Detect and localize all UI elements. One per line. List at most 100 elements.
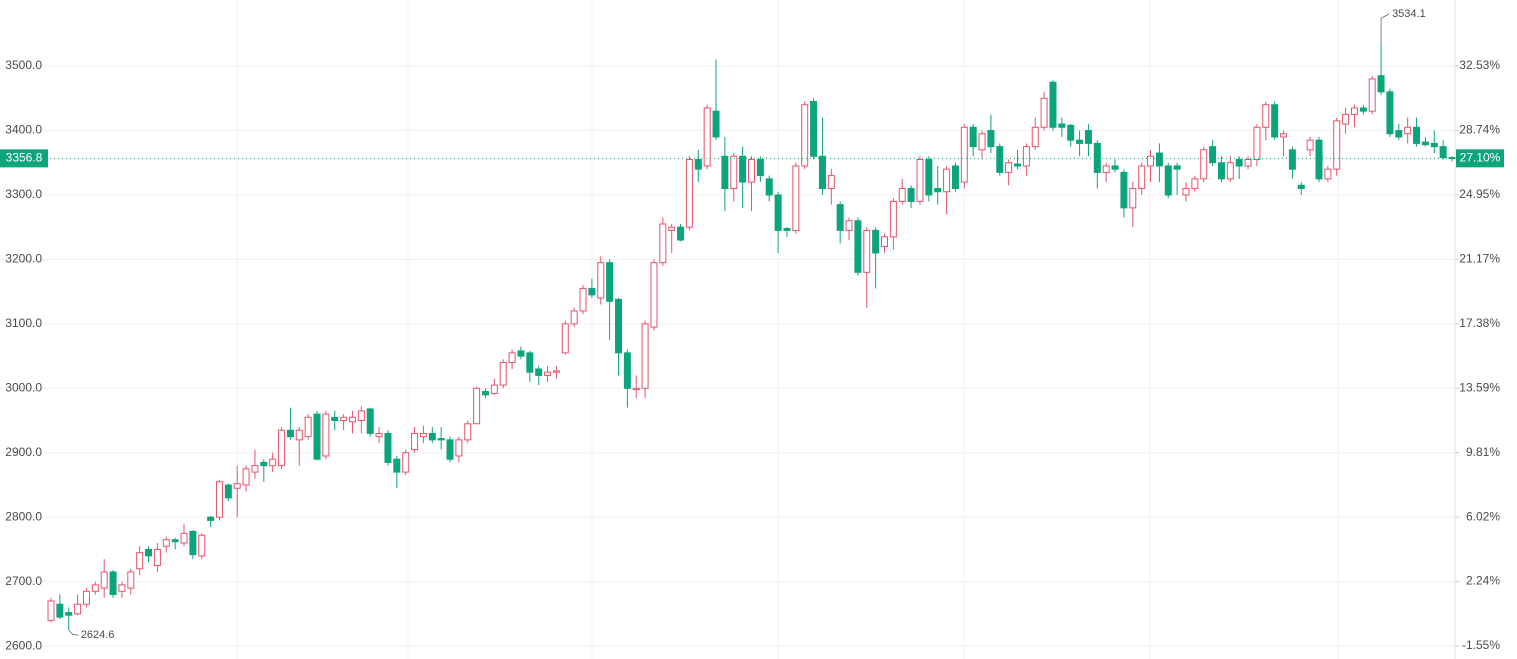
high-leader <box>1380 13 1390 45</box>
candle-body <box>623 352 631 389</box>
candle-body <box>1138 165 1146 190</box>
candle-body <box>145 548 153 557</box>
y2-tick-label: 13.59% <box>1459 380 1500 394</box>
candle-body <box>1182 188 1190 196</box>
candle-body <box>340 416 348 422</box>
candle-body <box>1084 130 1092 144</box>
candle-body <box>1315 139 1323 180</box>
y-tick-label: 3300.0 <box>5 187 42 201</box>
candle-body <box>65 612 73 616</box>
candle-body <box>207 516 215 521</box>
candle-body <box>969 126 977 148</box>
candle-body <box>1262 104 1270 128</box>
candle-body <box>127 571 135 589</box>
y-tick-label: 2800.0 <box>5 509 42 523</box>
candle-body <box>801 104 809 167</box>
candle-body <box>481 391 489 396</box>
candle-body <box>694 159 702 170</box>
candle-body <box>1430 142 1438 148</box>
candle-body <box>180 532 188 544</box>
candle-body <box>304 416 312 438</box>
candle-body <box>650 262 658 328</box>
candle-body <box>375 432 383 438</box>
candle-body <box>1102 165 1110 173</box>
candle-body <box>1413 126 1421 144</box>
candle-body <box>703 107 711 167</box>
y2-tick-label: 2.24% <box>1466 574 1500 588</box>
candle-body <box>748 159 755 183</box>
candle-body <box>1368 78 1376 112</box>
last-price-badge <box>0 149 48 168</box>
candle-body <box>570 310 578 325</box>
y-tick-label: 3100.0 <box>5 316 42 330</box>
candle-body <box>1350 107 1358 115</box>
candle-body <box>659 223 667 264</box>
candle-body <box>1217 162 1225 180</box>
candle-body <box>295 429 303 441</box>
candle-body <box>668 226 676 231</box>
candle-body <box>872 229 880 254</box>
candle-body <box>1324 168 1332 180</box>
candle-body <box>1067 124 1075 141</box>
candle-body <box>934 188 942 193</box>
candle-body <box>712 110 720 138</box>
candle-body <box>951 165 959 190</box>
candle-body <box>331 416 339 422</box>
candle-body <box>109 571 117 596</box>
candle-body <box>1191 178 1199 190</box>
candle-body <box>792 165 800 231</box>
candle-body <box>82 590 90 605</box>
candle-body <box>251 465 259 473</box>
y-tick-label: 2900.0 <box>5 445 42 459</box>
candle-body <box>313 413 321 460</box>
candle-body <box>827 175 835 190</box>
candle-body <box>677 226 685 241</box>
candle-body <box>508 352 516 364</box>
candle-body <box>783 227 791 231</box>
last-price-label: 3356.8 <box>6 151 43 165</box>
candle-body <box>535 368 543 376</box>
candle-body <box>393 458 401 473</box>
candle-body <box>588 287 596 296</box>
candle-body <box>925 159 933 196</box>
y2-tick-label: 32.53% <box>1459 58 1500 72</box>
candle-body <box>1226 162 1234 180</box>
y2-tick-label: 6.02% <box>1466 509 1500 523</box>
candle-body <box>100 571 108 589</box>
candle-body <box>517 350 525 357</box>
candle-body <box>978 133 986 151</box>
candles <box>47 44 1456 631</box>
candle-body <box>473 387 481 425</box>
candle-body <box>1244 159 1252 167</box>
y-tick-label: 2600.0 <box>5 638 42 652</box>
candle-body <box>765 178 773 196</box>
candle-body <box>233 483 241 489</box>
candle-body <box>490 384 498 394</box>
candle-body <box>278 429 286 467</box>
candle-body <box>136 552 144 570</box>
candle-body <box>1093 142 1101 173</box>
candle-body <box>1271 104 1279 138</box>
candle-body <box>544 371 552 376</box>
candle-body <box>810 101 818 157</box>
candle-body <box>614 298 622 354</box>
candle-body <box>1377 75 1385 93</box>
y-tick-label: 3500.0 <box>5 58 42 72</box>
y-tick-label: 2700.0 <box>5 574 42 588</box>
candle-body <box>756 159 764 177</box>
candle-body <box>1022 146 1030 167</box>
candle-body <box>1120 171 1128 209</box>
candle-body <box>437 438 445 441</box>
candle-body <box>1306 139 1314 151</box>
candle-body <box>366 408 374 434</box>
candle-body <box>189 530 197 556</box>
candle-body <box>943 168 951 193</box>
candle-body <box>322 413 330 457</box>
candle-body <box>1155 152 1163 167</box>
candle-body <box>348 416 356 423</box>
candle-body <box>836 204 844 231</box>
candle-body <box>1404 126 1412 135</box>
candle-body <box>907 188 915 202</box>
last-change-badge <box>1456 149 1504 168</box>
candle-body <box>1386 91 1394 135</box>
